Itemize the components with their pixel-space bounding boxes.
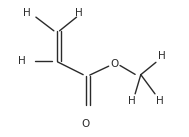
Text: H: H xyxy=(22,8,30,18)
Text: O: O xyxy=(110,59,118,69)
Text: H: H xyxy=(74,8,82,18)
Text: H: H xyxy=(128,96,136,106)
Text: H: H xyxy=(156,96,164,106)
Text: H: H xyxy=(158,51,166,61)
Text: O: O xyxy=(82,119,90,129)
Text: H: H xyxy=(18,56,26,66)
